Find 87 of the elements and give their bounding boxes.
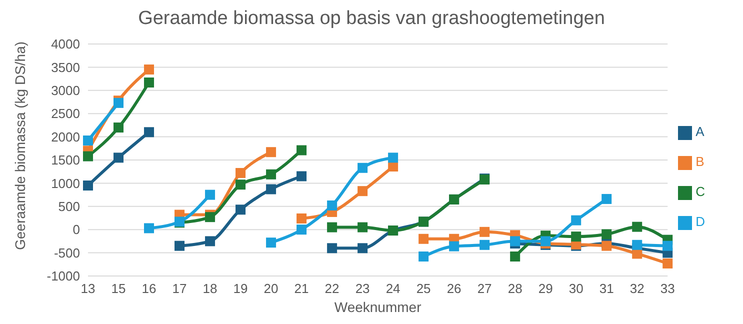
y-tick-label: 1500 [51,152,80,168]
y-tick-label: 0 [72,222,80,238]
point [327,200,338,210]
x-tick-label: 15 [111,281,126,296]
x-tick-label: 16 [142,281,156,296]
point [388,161,398,172]
x-tick-label: 26 [446,281,462,296]
point [571,232,582,242]
point [205,236,216,246]
point [418,252,429,262]
point [480,226,490,237]
y-tick-label: 3000 [51,83,80,98]
x-tick-label: 28 [508,281,522,296]
chart-title: Geraamde biomassa op basis van grashoogtemetingen [137,8,606,31]
x-tick-label: 21 [294,281,309,296]
legend-label: D [696,214,705,229]
y-tick-label: 3500 [51,60,80,75]
point [174,240,185,251]
x-axis-title: Weeknummer [334,299,422,315]
point [358,243,368,254]
point [632,222,642,232]
point [388,152,398,163]
point [83,136,93,146]
point [114,152,124,163]
point [296,213,307,224]
y-tick-label: -500 [54,245,80,260]
point [571,215,582,226]
point [327,222,338,232]
point [480,240,490,250]
point [144,127,154,138]
y-tick-label: 2000 [51,129,80,144]
point [114,122,124,133]
x-tick-label: 19 [233,281,248,296]
point [602,229,612,240]
point [144,64,154,75]
point [236,180,246,190]
x-tick-label: 22 [324,281,340,296]
y-axis-title: Geeraamde biomassa (kg DS/ha) [12,41,28,250]
point [662,258,673,268]
x-tick-label: 13 [80,281,96,296]
point [236,204,246,215]
point [510,236,520,246]
point [144,78,154,88]
point [449,241,460,252]
x-tick-label: 25 [416,281,431,296]
point [510,252,520,262]
x-tick-label: 20 [264,281,278,296]
x-tick-label: 17 [172,281,187,296]
point [602,194,612,204]
x-tick-label: 33 [660,281,675,296]
legend-label: B [696,154,704,169]
point [266,147,276,158]
point [83,180,93,191]
legend-label: A [696,124,704,139]
point [358,162,368,173]
point [632,240,642,250]
point [296,145,307,156]
point [205,190,216,200]
x-tick-label: 29 [538,281,553,296]
point [418,234,429,244]
point [540,236,551,246]
point [296,224,307,235]
x-tick-label: 30 [568,281,584,296]
point [236,168,246,178]
y-tick-label: 2500 [51,106,80,122]
point [144,223,154,234]
x-tick-label: 23 [355,281,370,296]
point [358,186,368,196]
x-tick-label: 27 [477,281,492,296]
x-tick-label: 32 [630,281,644,296]
x-tick-label: 24 [386,281,400,296]
y-tick-label: 500 [58,199,80,214]
point [83,151,93,162]
x-tick-label: 18 [202,281,218,296]
legend-label: C [696,184,705,199]
point [266,169,276,180]
x-tick-label: 31 [599,281,614,296]
point [266,238,276,248]
point [205,212,216,222]
point [662,240,673,251]
point [327,243,338,254]
point [358,222,368,232]
y-tick-label: -1000 [46,268,80,284]
y-tick-label: 1000 [51,176,80,191]
point [296,171,307,182]
y-tick-label: 4000 [51,36,80,52]
point [266,184,276,194]
